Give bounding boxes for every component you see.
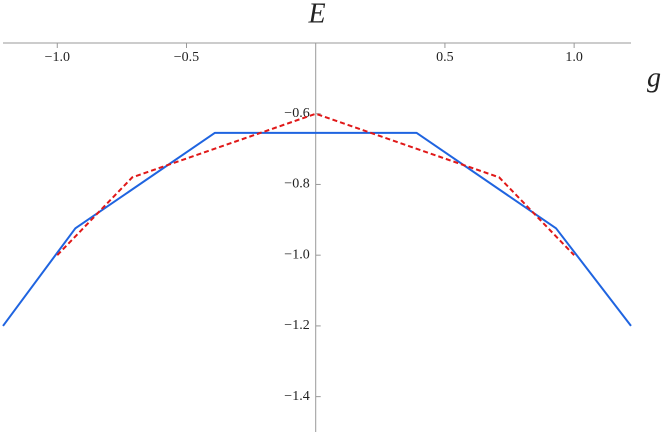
y-tick-label: −1.0 [284,247,309,262]
y-tick-label: −1.2 [284,318,309,333]
series-line [56,112,575,256]
x-axis-label: g [647,62,661,93]
x-tick-label: −1.0 [45,50,70,65]
x-tick-label: −0.5 [174,50,199,65]
y-tick-label: −1.4 [284,389,309,404]
x-tick-label: 0.5 [436,50,454,65]
y-tick-label: −0.8 [284,177,309,192]
x-tick-label: 1.0 [565,50,583,65]
y-tick-label: −0.6 [284,106,309,121]
y-axis-label: E [307,0,325,29]
series-line [2,131,632,327]
